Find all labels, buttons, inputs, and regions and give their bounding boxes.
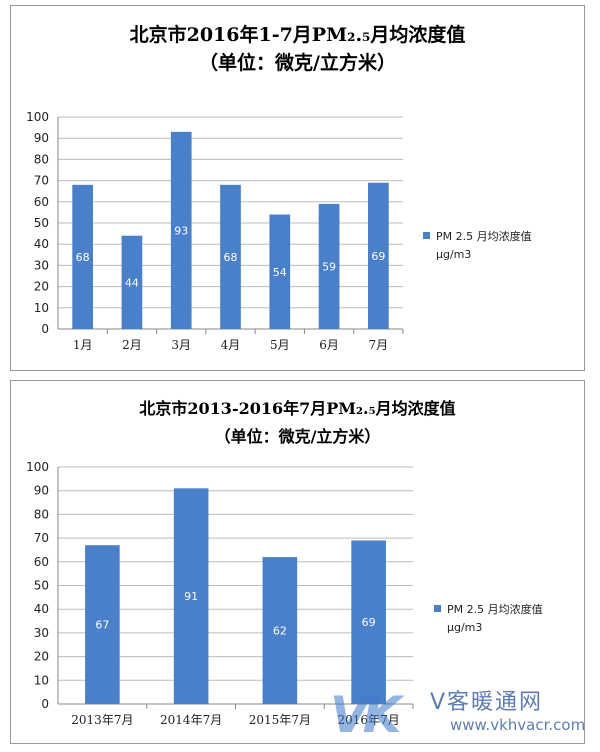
y-tick-label: 60 [34,195,49,209]
y-tick-label: 100 [26,110,49,124]
x-tick-label: 2014年7月 [160,713,222,727]
legend-unit: μg/m3 [436,248,472,261]
bar [351,540,386,704]
bar [121,235,143,329]
x-tick-label: 2015年7月 [249,713,311,727]
x-tick-label: 7月 [369,338,389,352]
bar-data-label: 44 [125,276,139,289]
x-tick-label: 2016年7月 [338,713,400,727]
y-tick-label: 80 [34,507,49,521]
bar [262,557,298,704]
chart-title: 北京市2016年1-7月PM₂.₅月均浓度值 [129,24,466,46]
bar [220,184,241,329]
bar [269,214,291,329]
y-tick-label: 0 [41,697,49,711]
y-tick-label: 90 [34,131,49,145]
bar [85,545,120,704]
bar [318,203,340,329]
legend-unit: μg/m3 [447,621,483,634]
bar-data-label: 59 [322,260,336,273]
x-tick-label: 3月 [171,338,191,352]
bar [72,184,93,329]
chart-title: 北京市2013-2016年7月PM₂.₅月均浓度值 [139,399,456,418]
x-tick-label: 4月 [221,338,241,352]
bar-data-label: 54 [273,266,287,279]
chart-subtitle: （单位：微克/立方米） [214,427,381,446]
bar-chart-july-yearly: 0 10 20 30 40 50 60 70 80 90 100 67 2013年7月 91 2014年7月… [26,460,414,727]
chart-legend: PM 2.5 月均浓度值 μg/m3 [434,601,543,637]
chart-panel-july-yearly: 北京市2013-2016年7月PM₂.₅月均浓度值 （单位：微克/立方米） 0 1… [10,380,585,744]
bar [368,182,389,329]
bar-data-label: 68 [224,251,238,264]
y-tick-label: 10 [34,301,49,315]
y-tick-label: 90 [34,484,49,498]
watermark-name: V客暖通网 [430,690,544,715]
y-tick-label: 40 [34,237,49,251]
y-tick-label: 50 [34,216,49,230]
legend-series-name: PM 2.5 月均浓度值 [447,603,543,616]
watermark: VK V客暖通网 www.vkhvacr.com [330,680,590,750]
y-tick-label: 80 [34,152,49,166]
y-tick-label: 30 [34,626,49,640]
bar [170,131,192,329]
chart-panel-2016-monthly: 北京市2016年1-7月PM₂.₅月均浓度值 （单位：微克/立方米） 0 10 20… [10,5,585,371]
x-tick-label: 2月 [122,338,142,352]
y-tick-label: 10 [34,673,49,687]
legend-series-name: PM 2.5 月均浓度值 [436,230,532,243]
bar-data-label: 68 [76,251,90,264]
y-tick-label: 100 [26,460,49,474]
y-tick-label: 30 [34,258,49,272]
watermark-url: www.vkhvacr.com [450,716,586,734]
y-tick-label: 70 [34,174,49,188]
y-tick-label: 0 [41,322,49,336]
bar-data-label: 62 [273,625,287,638]
bar-data-label: 69 [362,616,376,629]
bar-data-label: 69 [371,250,385,263]
y-tick-label: 60 [34,555,49,569]
y-tick-label: 20 [34,280,49,294]
y-tick-label: 50 [34,579,49,593]
x-tick-label: 5月 [270,338,290,352]
x-tick-label: 2013年7月 [71,713,133,727]
bar-chart-2016-monthly: 0 10 20 30 40 50 60 70 80 90 100 68 1月 44 2月 93 3月 68 4月 54… [26,110,404,352]
chart-subtitle: （单位：微克/立方米） [199,52,396,74]
bar [173,488,209,704]
x-tick-label: 1月 [73,338,93,352]
legend-swatch [423,232,430,239]
chart-legend: PM 2.5 月均浓度值 μg/m3 [423,228,532,264]
watermark-logo: VK [330,686,401,744]
bar-data-label: 67 [95,619,109,632]
y-tick-label: 40 [34,602,49,616]
y-tick-label: 70 [34,531,49,545]
legend-swatch [434,605,441,612]
x-tick-label: 6月 [319,338,339,352]
y-tick-label: 20 [34,650,49,664]
bar-data-label: 93 [174,224,188,237]
bar-data-label: 91 [184,590,198,603]
